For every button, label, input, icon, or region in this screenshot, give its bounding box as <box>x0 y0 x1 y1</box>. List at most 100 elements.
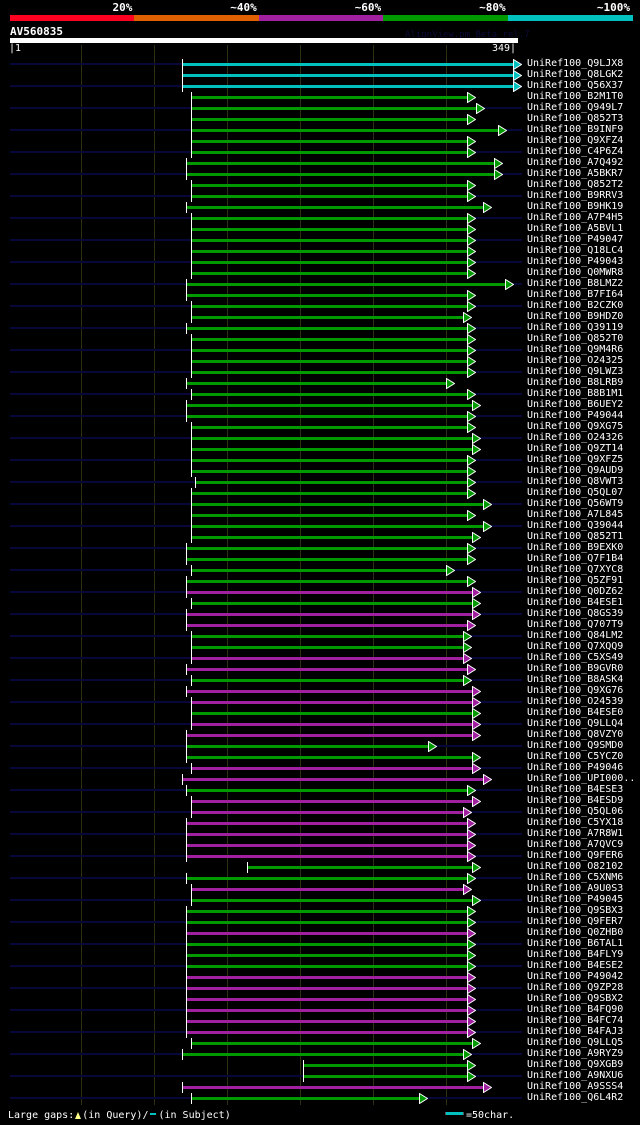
subject-id-link[interactable]: UniRef100_O82102 <box>527 861 624 872</box>
alignment-bar[interactable] <box>186 756 472 759</box>
alignment-bar[interactable] <box>191 492 467 495</box>
alignment-bar[interactable] <box>186 1031 467 1034</box>
subject-id-link[interactable]: UniRef100_A7P4H5 <box>527 212 624 223</box>
subject-id-link[interactable]: UniRef100_B9HK19 <box>527 201 624 212</box>
alignment-bar[interactable] <box>191 140 467 143</box>
alignment-bar[interactable] <box>186 668 467 671</box>
alignment-bar[interactable] <box>191 899 472 902</box>
alignment-bar[interactable] <box>186 404 472 407</box>
alignment-bar[interactable] <box>191 723 472 726</box>
alignment-bar[interactable] <box>191 360 467 363</box>
alignment-bar[interactable] <box>182 1053 463 1056</box>
alignment-bar[interactable] <box>191 470 467 473</box>
alignment-bar[interactable] <box>191 459 467 462</box>
subject-id-link[interactable]: UniRef100_Q9AUD9 <box>527 465 624 476</box>
subject-id-link[interactable]: UniRef100_P49046 <box>527 762 624 773</box>
subject-id-link[interactable]: UniRef100_B8LMZ2 <box>527 278 624 289</box>
subject-id-link[interactable]: UniRef100_Q0MWR8 <box>527 267 624 278</box>
alignment-bar[interactable] <box>191 261 467 264</box>
subject-id-link[interactable]: UniRef100_B2M1T0 <box>527 91 624 102</box>
subject-id-link[interactable]: UniRef100_B4FC74 <box>527 1015 624 1026</box>
subject-id-link[interactable]: UniRef100_Q5QL07 <box>527 487 624 498</box>
subject-id-link[interactable]: UniRef100_C5XS49 <box>527 652 624 663</box>
alignment-bar[interactable] <box>191 118 467 121</box>
subject-id-link[interactable]: UniRef100_A9NXU6 <box>527 1070 624 1081</box>
subject-id-link[interactable]: UniRef100_Q9ZT14 <box>527 443 624 454</box>
subject-id-link[interactable]: UniRef100_B8B1M1 <box>527 388 624 399</box>
alignment-bar[interactable] <box>191 96 467 99</box>
subject-id-link[interactable]: UniRef100_Q39044 <box>527 520 624 531</box>
alignment-bar[interactable] <box>191 503 483 506</box>
alignment-bar[interactable] <box>182 63 513 66</box>
subject-id-link[interactable]: UniRef100_Q852T3 <box>527 113 624 124</box>
alignment-bar[interactable] <box>191 635 463 638</box>
alignment-bar[interactable] <box>191 657 463 660</box>
alignment-bar[interactable] <box>191 514 467 517</box>
alignment-bar[interactable] <box>186 965 467 968</box>
alignment-bar[interactable] <box>182 85 513 88</box>
subject-id-link[interactable]: UniRef100_B7FI64 <box>527 289 624 300</box>
subject-id-link[interactable]: UniRef100_Q9FER6 <box>527 850 624 861</box>
alignment-bar[interactable] <box>191 393 467 396</box>
alignment-bar[interactable] <box>186 580 467 583</box>
alignment-bar[interactable] <box>191 679 463 682</box>
subject-id-link[interactable]: UniRef100_B4FQ90 <box>527 1004 624 1015</box>
alignment-bar[interactable] <box>186 921 467 924</box>
alignment-bar[interactable] <box>182 778 483 781</box>
subject-id-link[interactable]: UniRef100_Q9LLQ4 <box>527 718 624 729</box>
subject-id-link[interactable]: UniRef100_Q9XFZ5 <box>527 454 624 465</box>
alignment-bar[interactable] <box>186 877 467 880</box>
alignment-bar[interactable] <box>186 910 467 913</box>
subject-id-link[interactable]: UniRef100_C5XNM6 <box>527 872 624 883</box>
alignment-bar[interactable] <box>191 371 467 374</box>
alignment-bar[interactable] <box>191 151 467 154</box>
alignment-bar[interactable] <box>182 1086 483 1089</box>
alignment-bar[interactable] <box>191 437 472 440</box>
subject-id-link[interactable]: UniRef100_C5YX18 <box>527 817 624 828</box>
subject-id-link[interactable]: UniRef100_P49045 <box>527 894 624 905</box>
alignment-bar[interactable] <box>191 195 467 198</box>
subject-id-link[interactable]: UniRef100_B8LRB9 <box>527 377 624 388</box>
subject-id-link[interactable]: UniRef100_Q9FER7 <box>527 916 624 927</box>
alignment-bar[interactable] <box>186 382 446 385</box>
alignment-bar[interactable] <box>191 602 472 605</box>
subject-id-link[interactable]: UniRef100_Q9XG76 <box>527 685 624 696</box>
subject-id-link[interactable]: UniRef100_Q9SBX2 <box>527 993 624 1004</box>
subject-id-link[interactable]: UniRef100_Q9XGB9 <box>527 1059 624 1070</box>
alignment-bar[interactable] <box>303 1064 467 1067</box>
subject-id-link[interactable]: UniRef100_B9HDZ0 <box>527 311 624 322</box>
alignment-bar[interactable] <box>191 305 467 308</box>
alignment-bar[interactable] <box>191 338 467 341</box>
alignment-bar[interactable] <box>186 734 472 737</box>
alignment-bar[interactable] <box>186 745 428 748</box>
subject-id-link[interactable]: UniRef100_Q9LWZ3 <box>527 366 624 377</box>
subject-id-link[interactable]: UniRef100_Q5ZF91 <box>527 575 624 586</box>
alignment-bar[interactable] <box>191 228 467 231</box>
subject-id-link[interactable]: UniRef100_Q18LC4 <box>527 245 624 256</box>
alignment-bar[interactable] <box>191 250 467 253</box>
alignment-bar[interactable] <box>303 1075 467 1078</box>
subject-id-link[interactable]: UniRef100_Q0ZHB0 <box>527 927 624 938</box>
subject-id-link[interactable]: UniRef100_Q7XYC8 <box>527 564 624 575</box>
subject-id-link[interactable]: UniRef100_Q852T2 <box>527 179 624 190</box>
subject-id-link[interactable]: UniRef100_B4FAJ3 <box>527 1026 624 1037</box>
subject-id-link[interactable]: UniRef100_P49044 <box>527 410 624 421</box>
alignment-bar[interactable] <box>182 74 513 77</box>
subject-id-link[interactable]: UniRef100_Q7F1B4 <box>527 553 624 564</box>
subject-id-link[interactable]: UniRef100_Q9SBX3 <box>527 905 624 916</box>
subject-id-link[interactable]: UniRef100_C4P6Z4 <box>527 146 624 157</box>
subject-id-link[interactable]: UniRef100_Q8LGK2 <box>527 69 624 80</box>
subject-id-link[interactable]: UniRef100_Q5QL06 <box>527 806 624 817</box>
subject-id-link[interactable]: UniRef100_A5BKR7 <box>527 168 624 179</box>
alignment-bar[interactable] <box>191 426 467 429</box>
alignment-bar[interactable] <box>191 525 483 528</box>
alignment-bar[interactable] <box>186 1020 467 1023</box>
alignment-bar[interactable] <box>191 239 467 242</box>
subject-id-link[interactable]: UniRef100_B8ASK4 <box>527 674 624 685</box>
alignment-bar[interactable] <box>186 294 467 297</box>
subject-id-link[interactable]: UniRef100_O24325 <box>527 355 624 366</box>
subject-id-link[interactable]: UniRef100_B4ESE1 <box>527 597 624 608</box>
subject-id-link[interactable]: UniRef100_Q7XQQ9 <box>527 641 624 652</box>
subject-id-link[interactable]: UniRef100_B6UEY2 <box>527 399 624 410</box>
alignment-bar[interactable] <box>186 624 467 627</box>
